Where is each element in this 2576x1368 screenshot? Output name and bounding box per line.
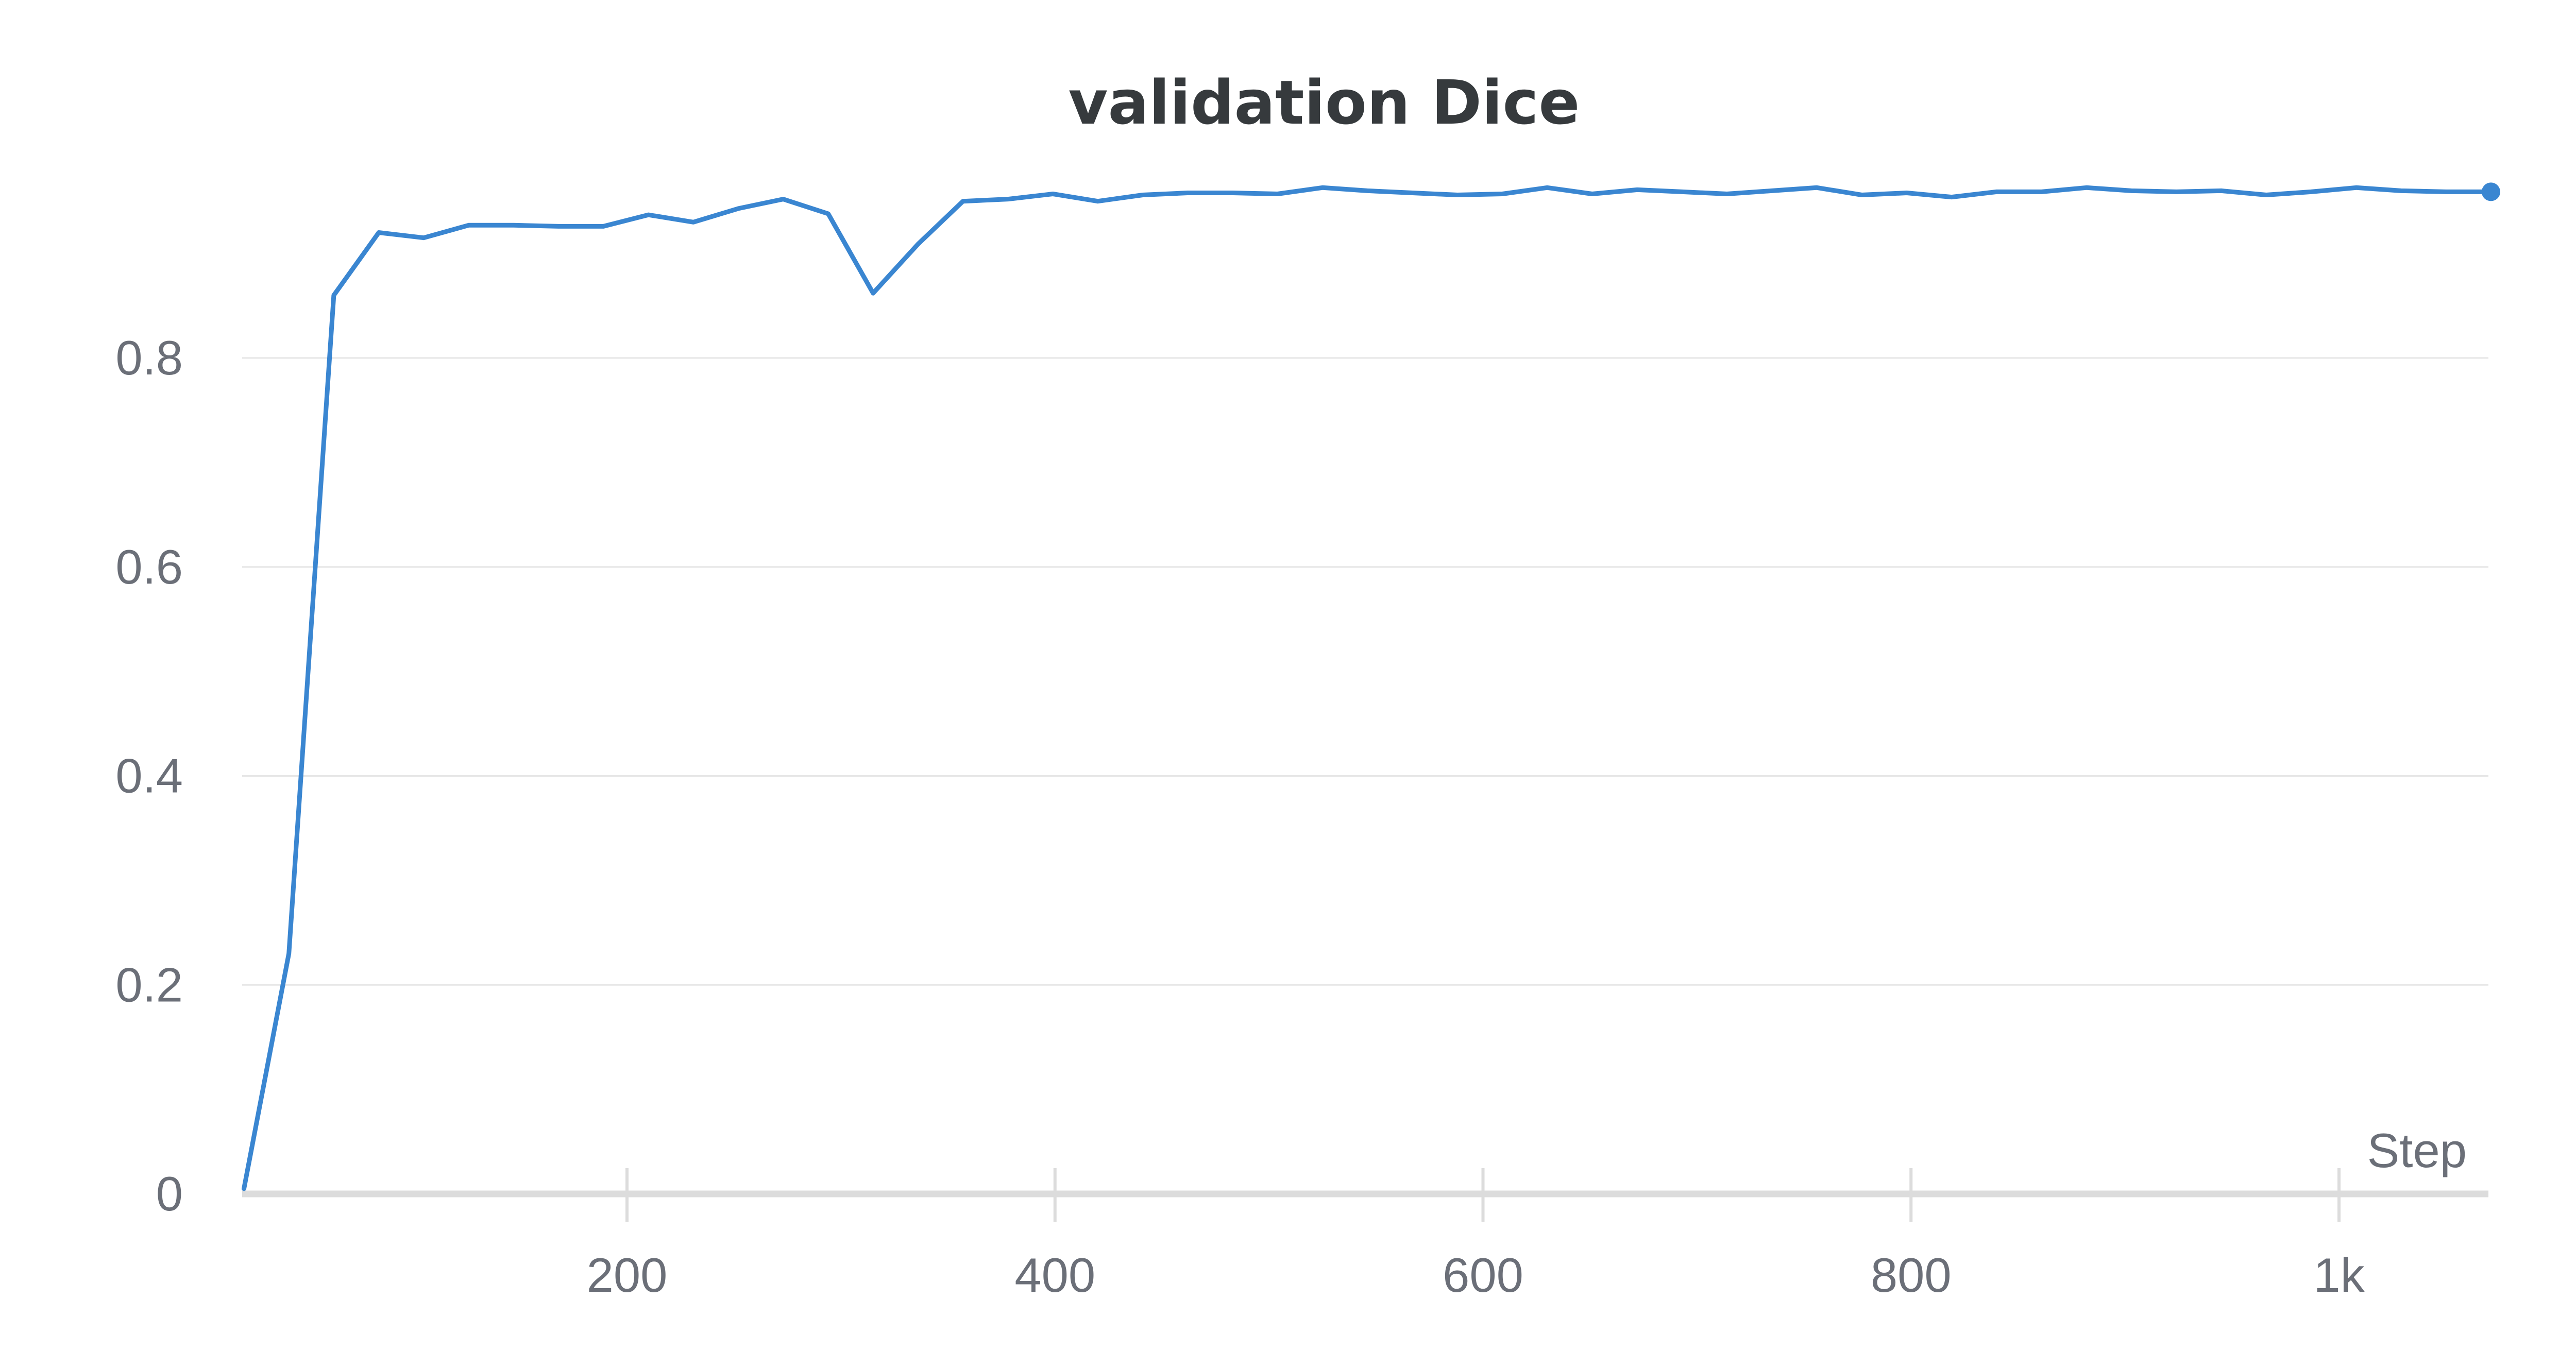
x-axis: 200 400 600 800 1k [242, 1168, 2488, 1302]
chart-title: validation Dice [1069, 67, 1580, 138]
grid-lines [242, 357, 2488, 986]
x-tick-label: 200 [587, 1248, 668, 1302]
x-tick-label: 800 [1871, 1248, 1952, 1302]
y-tick-label: 0.4 [115, 749, 183, 803]
y-tick-label: 0.6 [115, 540, 183, 594]
y-axis: 0 0.2 0.4 0.6 0.8 [115, 331, 183, 1221]
last-point-marker [2481, 182, 2500, 201]
x-axis-label: Step [2367, 1123, 2467, 1177]
y-tick-label: 0.8 [115, 331, 183, 385]
y-tick-label: 0 [156, 1167, 183, 1221]
series-layer [242, 182, 2500, 1191]
y-tick-label: 0.2 [115, 957, 183, 1012]
x-tick-label: 1k [2313, 1248, 2365, 1302]
x-tick-label: 600 [1443, 1248, 1523, 1302]
x-tick-label: 400 [1014, 1248, 1095, 1302]
series-line [242, 185, 2494, 1191]
